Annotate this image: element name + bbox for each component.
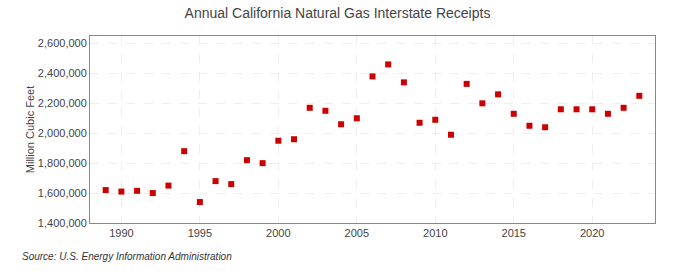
svg-text:2,400,000: 2,400,000 bbox=[38, 67, 87, 79]
svg-text:1,800,000: 1,800,000 bbox=[38, 157, 87, 169]
svg-text:Million Cubic Feet: Million Cubic Feet bbox=[24, 86, 36, 173]
svg-text:2010: 2010 bbox=[423, 227, 447, 239]
svg-text:2,200,000: 2,200,000 bbox=[38, 97, 87, 109]
svg-text:2015: 2015 bbox=[502, 227, 526, 239]
svg-text:2,600,000: 2,600,000 bbox=[38, 37, 87, 49]
svg-text:2020: 2020 bbox=[580, 227, 604, 239]
svg-text:2005: 2005 bbox=[345, 227, 369, 239]
svg-text:Annual California Natural Gas: Annual California Natural Gas Interstate… bbox=[185, 5, 491, 21]
svg-text:2,000,000: 2,000,000 bbox=[38, 127, 87, 139]
svg-text:1,600,000: 1,600,000 bbox=[38, 187, 87, 199]
svg-text:Source: U.S. Energy Informatio: Source: U.S. Energy Information Administ… bbox=[22, 251, 232, 262]
svg-text:1995: 1995 bbox=[188, 227, 212, 239]
svg-text:1,400,000: 1,400,000 bbox=[38, 217, 87, 229]
svg-text:1990: 1990 bbox=[109, 227, 133, 239]
svg-text:2000: 2000 bbox=[266, 227, 290, 239]
